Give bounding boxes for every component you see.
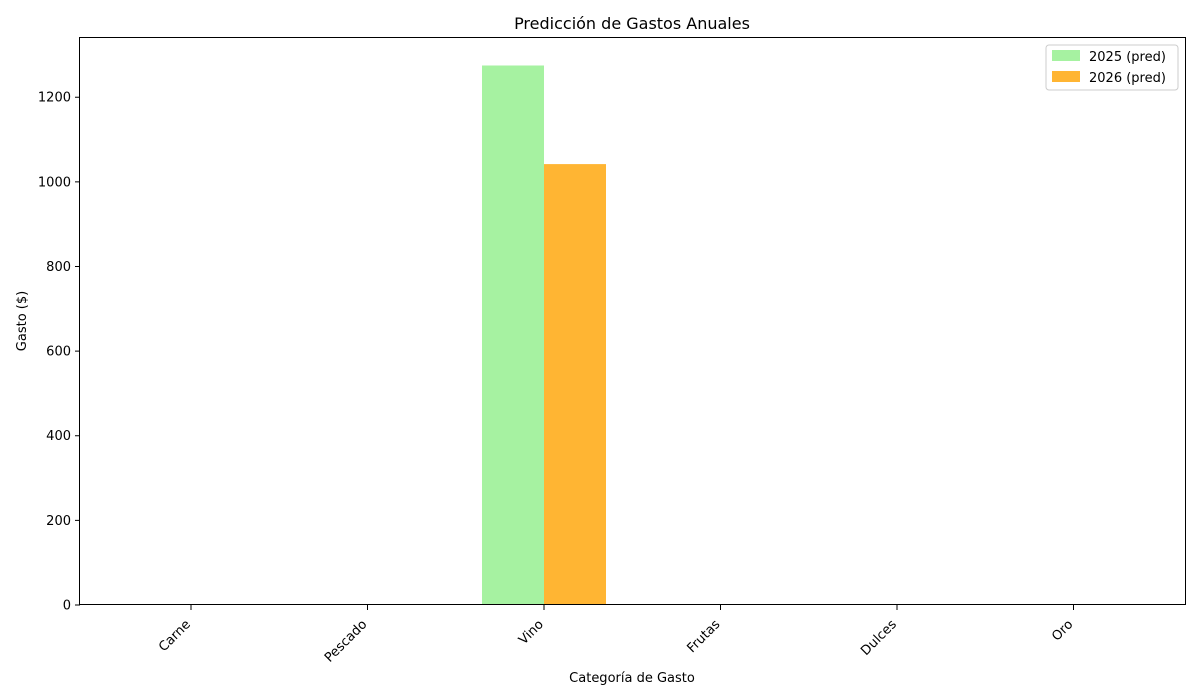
- legend: 2025 (pred) 2026 (pred): [1045, 44, 1179, 91]
- y-tick-label: 600: [46, 345, 71, 360]
- y-axis-label: Gasto ($): [15, 291, 30, 351]
- x-tick-label-vino: Vino: [516, 617, 547, 648]
- x-tick-label-carne: Carne: [156, 617, 194, 655]
- plot-frame: [79, 37, 1186, 605]
- x-axis: Carne Pescado Vino Frutas Dulces Oro: [156, 605, 1076, 666]
- y-tick-label: 0: [63, 599, 71, 614]
- x-tick-label-dulces: Dulces: [858, 617, 900, 659]
- bar-vino-series-2: [544, 164, 606, 605]
- chart-title: Predicción de Gastos Anuales: [514, 14, 750, 33]
- y-axis: 0 200 400 600 800 1000 1200: [38, 91, 80, 614]
- legend-label: 2025 (pred): [1089, 50, 1166, 65]
- x-tick-label-oro: Oro: [1049, 617, 1076, 644]
- y-tick-label: 400: [46, 429, 71, 444]
- legend-swatch: [1052, 50, 1080, 61]
- y-tick-label: 1000: [38, 175, 71, 190]
- x-tick-label-frutas: Frutas: [684, 617, 723, 656]
- bars-group: [482, 65, 606, 606]
- x-tick-label-pescado: Pescado: [322, 617, 370, 665]
- bar-vino-series-1: [482, 65, 544, 606]
- y-tick-label: 800: [46, 260, 71, 275]
- legend-label: 2026 (pred): [1089, 71, 1166, 86]
- x-axis-label: Categoría de Gasto: [569, 671, 695, 686]
- legend-swatch: [1052, 71, 1080, 82]
- y-tick-label: 200: [46, 514, 71, 529]
- y-tick-label: 1200: [38, 91, 71, 106]
